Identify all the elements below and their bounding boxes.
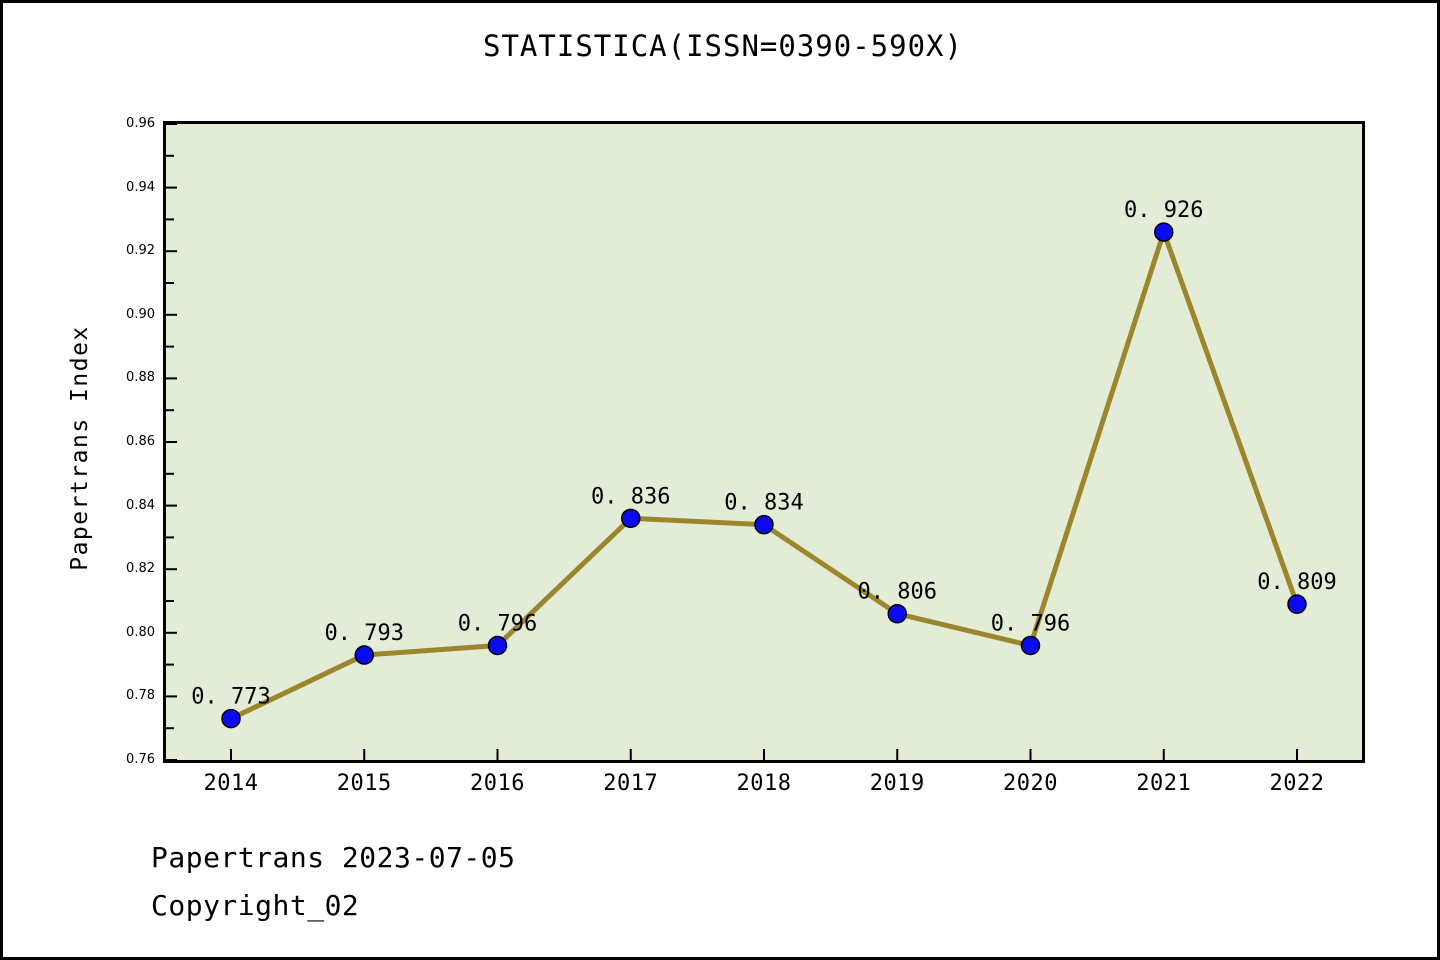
y-tick-label: 0.88	[126, 370, 155, 386]
data-point	[487, 635, 508, 656]
y-tick-label: 0.80	[126, 624, 155, 640]
x-tick-label: 2014	[203, 771, 259, 796]
data-point-label: 0. 806	[858, 580, 937, 605]
data-point	[354, 645, 374, 665]
footer-copyright: Copyright_02	[151, 889, 360, 922]
data-point-label: 0. 773	[191, 685, 270, 710]
chart-title: STATISTICA(ISSN=0390-590X)	[483, 29, 963, 63]
data-point-label: 0. 796	[458, 612, 537, 637]
data-point-label: 0. 836	[591, 484, 670, 509]
x-tick-label: 2021	[1136, 771, 1192, 796]
y-tick-label: 0.96	[126, 116, 155, 131]
x-tick-label: 2022	[1269, 771, 1325, 796]
y-axis-label: Papertrans Index	[67, 325, 93, 571]
data-point	[221, 708, 241, 729]
x-tick-label: 2017	[603, 771, 659, 796]
x-tick-label: 2015	[336, 771, 392, 796]
y-tick-label: 0.82	[126, 561, 155, 577]
y-tick-label: 0.86	[126, 434, 155, 449]
data-point	[1020, 635, 1041, 656]
y-tick-label: 0.92	[126, 243, 155, 259]
y-tick-label: 0.94	[126, 179, 155, 195]
data-point	[1154, 222, 1174, 242]
data-point-label: 0. 793	[325, 621, 404, 646]
data-point	[621, 508, 641, 529]
x-tick-label: 2020	[1003, 771, 1058, 796]
y-tick-label: 0.76	[126, 752, 155, 767]
data-point	[754, 514, 774, 535]
data-point	[1287, 594, 1307, 614]
y-tick-label: 0.90	[126, 306, 155, 322]
data-point	[887, 603, 907, 624]
data-point-label: 0. 834	[724, 491, 803, 516]
data-point-label: 0. 926	[1124, 198, 1203, 223]
footer-date: Papertrans 2023-07-05	[151, 841, 516, 874]
y-tick-label: 0.78	[126, 688, 155, 704]
data-point-label: 0. 809	[1257, 570, 1336, 595]
x-tick-label: 2019	[869, 771, 925, 796]
line-chart-canvas: 0. 773 0. 793 0. 796 0. 836 0. 834 0. 806 0. 7…	[166, 124, 1337, 760]
x-tick-label: 2016	[470, 771, 525, 796]
data-point-label: 0. 796	[991, 612, 1070, 637]
y-tick-label: 0.84	[126, 497, 155, 513]
plot-area: 0. 773 0. 793 0. 796 0. 836 0. 834 0. 806 0. 7…	[163, 121, 1365, 763]
x-tick-label: 2018	[736, 771, 792, 796]
